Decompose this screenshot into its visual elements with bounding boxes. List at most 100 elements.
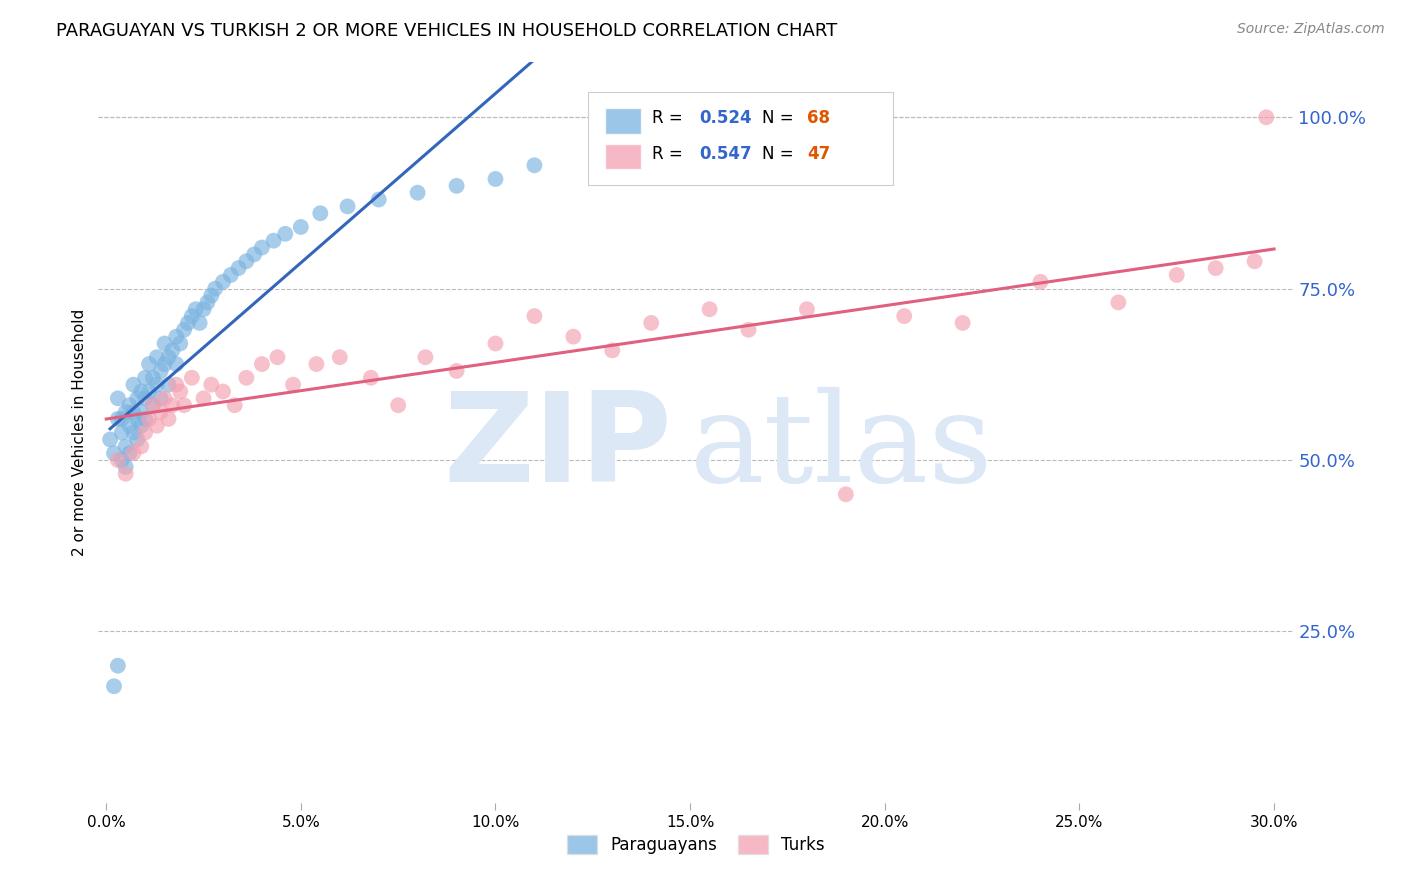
- Point: [360, 371, 382, 385]
- Point: [219, 268, 242, 282]
- Point: [406, 186, 429, 200]
- Point: [263, 234, 285, 248]
- Point: [114, 439, 136, 453]
- Point: [162, 343, 184, 358]
- Point: [212, 275, 235, 289]
- Point: [118, 446, 141, 460]
- Point: [153, 392, 176, 406]
- Point: [127, 392, 149, 406]
- Point: [134, 392, 156, 406]
- Point: [138, 357, 160, 371]
- Text: N =: N =: [762, 109, 799, 127]
- Point: [111, 412, 134, 426]
- Point: [523, 158, 546, 172]
- Text: Source: ZipAtlas.com: Source: ZipAtlas.com: [1237, 22, 1385, 37]
- Point: [250, 240, 273, 255]
- Point: [184, 302, 207, 317]
- Y-axis label: 2 or more Vehicles in Household: 2 or more Vehicles in Household: [72, 309, 87, 557]
- Point: [796, 302, 818, 317]
- Point: [204, 282, 226, 296]
- Point: [127, 433, 149, 447]
- Point: [235, 371, 257, 385]
- Point: [228, 261, 250, 276]
- Point: [367, 193, 389, 207]
- Point: [157, 350, 180, 364]
- Point: [118, 398, 141, 412]
- Point: [98, 433, 121, 447]
- Point: [114, 405, 136, 419]
- Point: [266, 350, 288, 364]
- Point: [600, 343, 623, 358]
- Point: [243, 247, 266, 261]
- Point: [1107, 295, 1129, 310]
- Point: [446, 364, 468, 378]
- Point: [149, 392, 172, 406]
- Point: [153, 336, 176, 351]
- Point: [893, 309, 915, 323]
- Point: [484, 172, 506, 186]
- Point: [212, 384, 235, 399]
- Point: [169, 384, 191, 399]
- Text: PARAGUAYAN VS TURKISH 2 OR MORE VEHICLES IN HOUSEHOLD CORRELATION CHART: PARAGUAYAN VS TURKISH 2 OR MORE VEHICLES…: [56, 22, 838, 40]
- Point: [835, 487, 858, 501]
- Point: [290, 219, 312, 234]
- Text: R =: R =: [652, 109, 688, 127]
- Point: [336, 199, 359, 213]
- Point: [142, 371, 165, 385]
- Point: [149, 364, 172, 378]
- Point: [200, 377, 222, 392]
- Point: [1029, 275, 1052, 289]
- FancyBboxPatch shape: [589, 92, 893, 185]
- Point: [122, 377, 145, 392]
- Point: [107, 658, 129, 673]
- Point: [103, 446, 125, 460]
- Point: [188, 316, 211, 330]
- Point: [329, 350, 352, 364]
- Legend: Paraguayans, Turks: Paraguayans, Turks: [561, 829, 831, 861]
- Point: [415, 350, 437, 364]
- Point: [146, 350, 169, 364]
- Text: 0.524: 0.524: [700, 109, 752, 127]
- Point: [103, 679, 125, 693]
- Point: [129, 384, 152, 399]
- Point: [193, 392, 215, 406]
- Point: [484, 336, 506, 351]
- Point: [134, 425, 156, 440]
- Point: [235, 254, 257, 268]
- Point: [165, 329, 187, 343]
- Point: [122, 405, 145, 419]
- Point: [107, 412, 129, 426]
- Point: [138, 384, 160, 399]
- Point: [142, 398, 165, 412]
- Point: [737, 323, 759, 337]
- Point: [162, 398, 184, 412]
- Text: ZIP: ZIP: [443, 387, 672, 508]
- Point: [157, 377, 180, 392]
- Point: [446, 178, 468, 193]
- Point: [193, 302, 215, 317]
- Point: [562, 329, 585, 343]
- Point: [305, 357, 328, 371]
- Point: [180, 371, 202, 385]
- Point: [177, 316, 200, 330]
- Point: [127, 412, 149, 426]
- Point: [165, 377, 187, 392]
- Point: [122, 446, 145, 460]
- Point: [1256, 110, 1278, 124]
- Point: [173, 323, 195, 337]
- Point: [111, 425, 134, 440]
- Point: [200, 288, 222, 302]
- Point: [146, 377, 169, 392]
- Point: [165, 357, 187, 371]
- Point: [107, 392, 129, 406]
- Text: atlas: atlas: [690, 387, 994, 508]
- Point: [153, 357, 176, 371]
- Point: [118, 418, 141, 433]
- Point: [387, 398, 409, 412]
- Point: [173, 398, 195, 412]
- Point: [224, 398, 246, 412]
- Point: [523, 309, 546, 323]
- Point: [1205, 261, 1227, 276]
- Point: [169, 336, 191, 351]
- FancyBboxPatch shape: [605, 108, 641, 134]
